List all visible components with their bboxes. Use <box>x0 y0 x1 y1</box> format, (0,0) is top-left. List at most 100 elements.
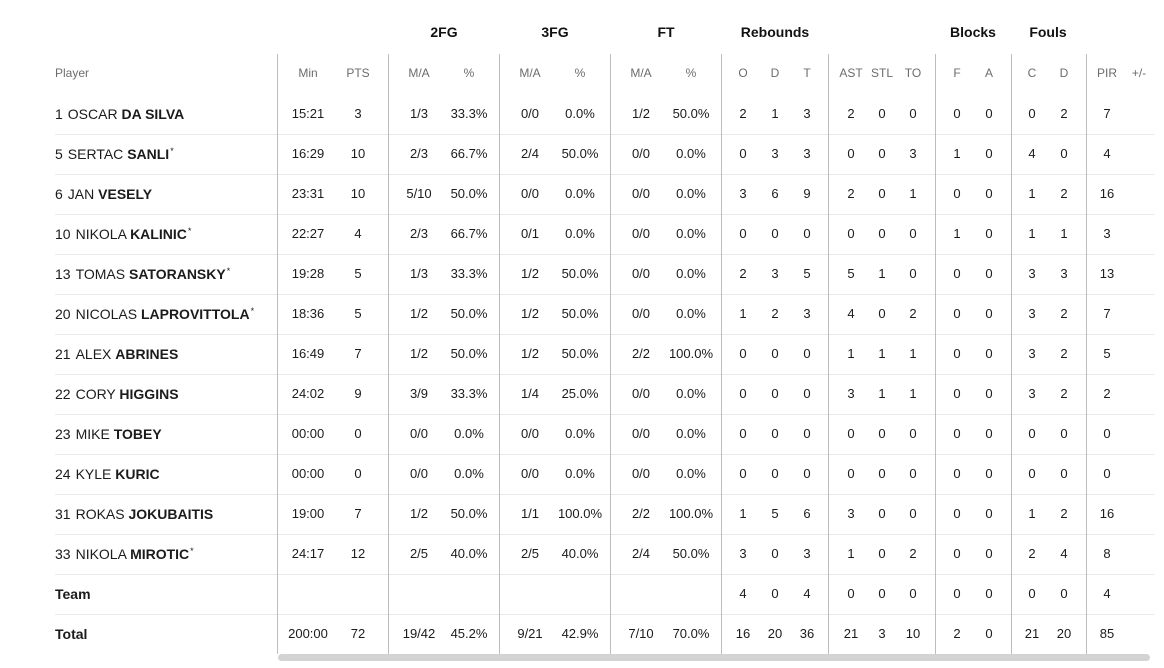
stat-fg3-pct <box>552 574 608 614</box>
player-name-link[interactable]: 23 MIKE TOBEY <box>55 414 270 454</box>
stat-ft-pct: 0.0% <box>676 186 706 201</box>
column-header-foul-c[interactable]: C <box>1027 66 1037 80</box>
player-name-link[interactable]: 6 JAN VESELY <box>55 174 270 214</box>
stat-fg3-ma: 2/5 <box>520 546 540 561</box>
stat-min: 16:49 <box>291 346 325 361</box>
table-row: 21 ALEX ABRINES 16:49 7 1/2 50.0% 1/2 50.0% 2/2 1… <box>55 334 1154 375</box>
stat-plus-minus <box>1124 614 1154 654</box>
stat-ft-ma: 0/0 <box>631 426 651 441</box>
stat-plus-minus <box>1124 454 1154 494</box>
column-header-stl[interactable]: STL <box>870 66 893 80</box>
column-header-min[interactable]: Min <box>298 66 318 80</box>
column-header-ast[interactable]: AST <box>839 66 863 80</box>
player-first-name: ROKAS <box>75 506 125 522</box>
player-name-link[interactable]: 33 NIKOLA MIROTIC* <box>55 534 270 574</box>
stat-fg3-pct: 0.0% <box>565 186 595 201</box>
stat-min: 19:00 <box>291 506 325 521</box>
stat-fg3-ma: 0/0 <box>520 466 540 481</box>
stat-blk-a: 0 <box>985 106 993 121</box>
column-header-player[interactable]: Player <box>55 66 90 80</box>
stat-fg3-pct: 0.0% <box>565 466 595 481</box>
stat-ast: 1 <box>847 546 855 561</box>
player-name-link[interactable]: 13 TOMAS SATORANSKY* <box>55 254 270 294</box>
stat-foul-c: 3 <box>1028 266 1036 281</box>
stat-to: 0 <box>909 226 917 241</box>
player-name-link[interactable]: 24 KYLE KURIC <box>55 454 270 494</box>
starter-marker: * <box>187 226 192 236</box>
player-name-link[interactable]: 31 ROKAS JOKUBAITIS <box>55 494 270 534</box>
column-header-to[interactable]: TO <box>904 66 922 80</box>
stat-fg3-pct: 0.0% <box>565 226 595 241</box>
stat-blk-f: 0 <box>953 546 961 561</box>
stat-plus-minus <box>1124 294 1154 334</box>
player-last-name: LAPROVITTOLA <box>140 306 250 322</box>
stat-ast: 0 <box>847 466 855 481</box>
stat-fg2-pct: 40.0% <box>450 546 488 561</box>
stat-stl: 0 <box>878 586 886 601</box>
stat-fg3-ma: 9/21 <box>517 626 543 641</box>
stat-blk-f: 1 <box>953 226 961 241</box>
player-name-link[interactable]: 1 OSCAR DA SILVA <box>55 94 270 134</box>
stat-blk-a: 0 <box>985 266 993 281</box>
horizontal-scrollbar[interactable] <box>278 654 1150 661</box>
column-divider <box>388 54 389 654</box>
column-header-foul-d[interactable]: D <box>1059 66 1069 80</box>
player-first-name: NICOLAS <box>75 306 138 322</box>
player-name-link[interactable]: 5 SERTAC SANLI* <box>55 134 270 174</box>
stat-foul-c: 0 <box>1028 586 1036 601</box>
column-header-reb-t[interactable]: T <box>803 66 811 80</box>
column-header-fg3-pct[interactable]: % <box>574 66 586 80</box>
stat-foul-c: 3 <box>1028 306 1036 321</box>
column-header-fg2-ma[interactable]: M/A <box>408 66 430 80</box>
stat-fg2-pct: 45.2% <box>450 626 488 641</box>
column-header-fg2-pct[interactable]: % <box>463 66 475 80</box>
stat-fg3-ma: 1/2 <box>520 266 540 281</box>
column-header-blk-a[interactable]: A <box>984 66 993 80</box>
player-name-link[interactable]: 10 NIKOLA KALINIC* <box>55 214 270 254</box>
stat-ft-pct: 100.0% <box>668 346 714 361</box>
player-last-name: MIROTIC <box>130 546 190 562</box>
stat-ft-ma: 1/2 <box>631 106 651 121</box>
column-header-blk-f[interactable]: F <box>953 66 961 80</box>
column-header-reb-o[interactable]: O <box>738 66 748 80</box>
stat-reb-d: 6 <box>771 186 779 201</box>
column-header-reb-d[interactable]: D <box>770 66 780 80</box>
stat-pts: 5 <box>354 306 362 321</box>
column-header-fg3-ma[interactable]: M/A <box>519 66 541 80</box>
stat-reb-d: 0 <box>771 466 779 481</box>
stat-pts: 10 <box>350 186 366 201</box>
column-header-plus-minus[interactable]: +/- <box>1131 66 1147 80</box>
player-last-name: TOBEY <box>113 426 162 442</box>
stat-fg3-pct: 42.9% <box>561 626 599 641</box>
player-number: 33 <box>55 546 71 562</box>
table-row: 10 NIKOLA KALINIC* 22:27 4 2/3 66.7% 0/1 0.0% 0/… <box>55 214 1154 255</box>
column-divider <box>721 54 722 654</box>
group-header-3fg: 3FG <box>541 24 569 40</box>
player-name-link[interactable]: 22 CORY HIGGINS <box>55 374 270 414</box>
player-name-link[interactable]: 21 ALEX ABRINES <box>55 334 270 374</box>
stat-foul-c: 2 <box>1028 546 1036 561</box>
player-name-link[interactable]: 20 NICOLAS LAPROVITTOLA* <box>55 294 270 334</box>
group-header-fouls: Fouls <box>1029 24 1067 40</box>
column-header-ft-ma[interactable]: M/A <box>630 66 652 80</box>
column-header-ft-pct[interactable]: % <box>685 66 697 80</box>
table-row: 5 SERTAC SANLI* 16:29 10 2/3 66.7% 2/4 50.0% 0/0… <box>55 134 1154 175</box>
column-header-pir[interactable]: PIR <box>1096 66 1117 80</box>
stat-foul-c: 3 <box>1028 346 1036 361</box>
stat-ft-pct: 0.0% <box>676 466 706 481</box>
stat-blk-f: 0 <box>953 506 961 521</box>
stat-pts: 4 <box>354 226 362 241</box>
table-row: 13 TOMAS SATORANSKY* 19:28 5 1/3 33.3% 1/2 50.0… <box>55 254 1154 295</box>
stat-fg2-pct <box>441 574 497 614</box>
stat-blk-f: 0 <box>953 466 961 481</box>
stat-min: 00:00 <box>291 426 325 441</box>
stat-reb-o: 0 <box>739 466 747 481</box>
column-header-pts[interactable]: PTS <box>346 66 370 80</box>
stat-pts: 0 <box>354 466 362 481</box>
stat-stl: 0 <box>878 306 886 321</box>
stat-fg3-ma: 0/0 <box>520 186 540 201</box>
stat-reb-d: 0 <box>771 346 779 361</box>
stat-plus-minus <box>1124 254 1154 294</box>
stat-fg3-ma: 1/1 <box>520 506 540 521</box>
